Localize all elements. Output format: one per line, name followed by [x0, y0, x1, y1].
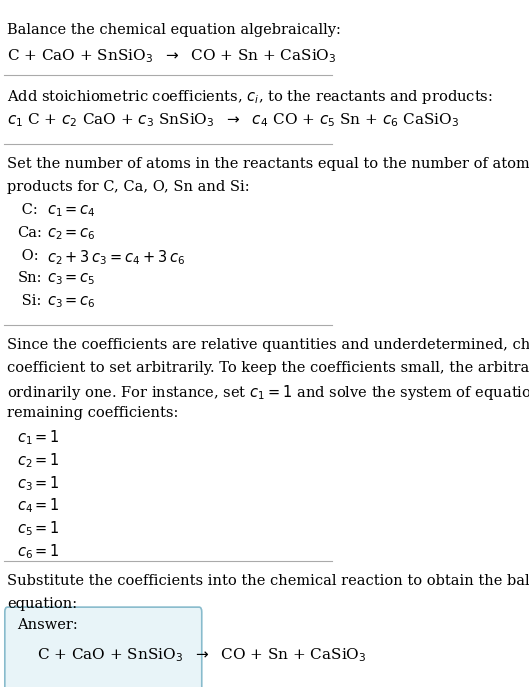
Text: Add stoichiometric coefficients, $c_i$, to the reactants and products:: Add stoichiometric coefficients, $c_i$, …	[7, 88, 494, 106]
Text: Sn:: Sn:	[17, 271, 42, 285]
Text: $c_3 = 1$: $c_3 = 1$	[17, 474, 60, 493]
Text: $c_4 = 1$: $c_4 = 1$	[17, 497, 60, 515]
Text: $c_1 = 1$: $c_1 = 1$	[17, 429, 60, 447]
Text: products for C, Ca, O, Sn and Si:: products for C, Ca, O, Sn and Si:	[7, 179, 250, 194]
Text: $c_2 = c_6$: $c_2 = c_6$	[47, 226, 96, 242]
Text: O:: O:	[17, 249, 39, 262]
Text: $c_1 = c_4$: $c_1 = c_4$	[47, 203, 96, 219]
Text: $c_2 = 1$: $c_2 = 1$	[17, 451, 60, 470]
Text: Balance the chemical equation algebraically:: Balance the chemical equation algebraica…	[7, 23, 341, 37]
Text: ordinarily one. For instance, set $c_1 = 1$ and solve the system of equations fo: ordinarily one. For instance, set $c_1 =…	[7, 383, 529, 403]
Text: C:: C:	[17, 203, 38, 217]
Text: C + CaO + SnSiO$_3$  $\rightarrow$  CO + Sn + CaSiO$_3$: C + CaO + SnSiO$_3$ $\rightarrow$ CO + S…	[7, 47, 337, 65]
Text: Set the number of atoms in the reactants equal to the number of atoms in the: Set the number of atoms in the reactants…	[7, 157, 529, 171]
Text: $c_2 + 3\,c_3 = c_4 + 3\,c_6$: $c_2 + 3\,c_3 = c_4 + 3\,c_6$	[47, 249, 185, 267]
Text: $c_3 = c_6$: $c_3 = c_6$	[47, 294, 96, 310]
Text: $c_1$ C + $c_2$ CaO + $c_3$ SnSiO$_3$  $\rightarrow$  $c_4$ CO + $c_5$ Sn + $c_6: $c_1$ C + $c_2$ CaO + $c_3$ SnSiO$_3$ $\…	[7, 112, 460, 129]
Text: Substitute the coefficients into the chemical reaction to obtain the balanced: Substitute the coefficients into the che…	[7, 574, 529, 588]
Text: Ca:: Ca:	[17, 226, 42, 240]
Text: Si:: Si:	[17, 294, 42, 308]
Text: Since the coefficients are relative quantities and underdetermined, choose a: Since the coefficients are relative quan…	[7, 338, 529, 352]
Text: Answer:: Answer:	[17, 618, 78, 633]
Text: C + CaO + SnSiO$_3$  $\rightarrow$  CO + Sn + CaSiO$_3$: C + CaO + SnSiO$_3$ $\rightarrow$ CO + S…	[37, 646, 367, 664]
FancyBboxPatch shape	[5, 607, 202, 687]
Text: coefficient to set arbitrarily. To keep the coefficients small, the arbitrary va: coefficient to set arbitrarily. To keep …	[7, 361, 529, 374]
Text: remaining coefficients:: remaining coefficients:	[7, 406, 179, 420]
Text: $c_5 = 1$: $c_5 = 1$	[17, 519, 60, 538]
Text: $c_6 = 1$: $c_6 = 1$	[17, 542, 60, 561]
Text: $c_3 = c_5$: $c_3 = c_5$	[47, 271, 95, 287]
Text: equation:: equation:	[7, 597, 78, 611]
